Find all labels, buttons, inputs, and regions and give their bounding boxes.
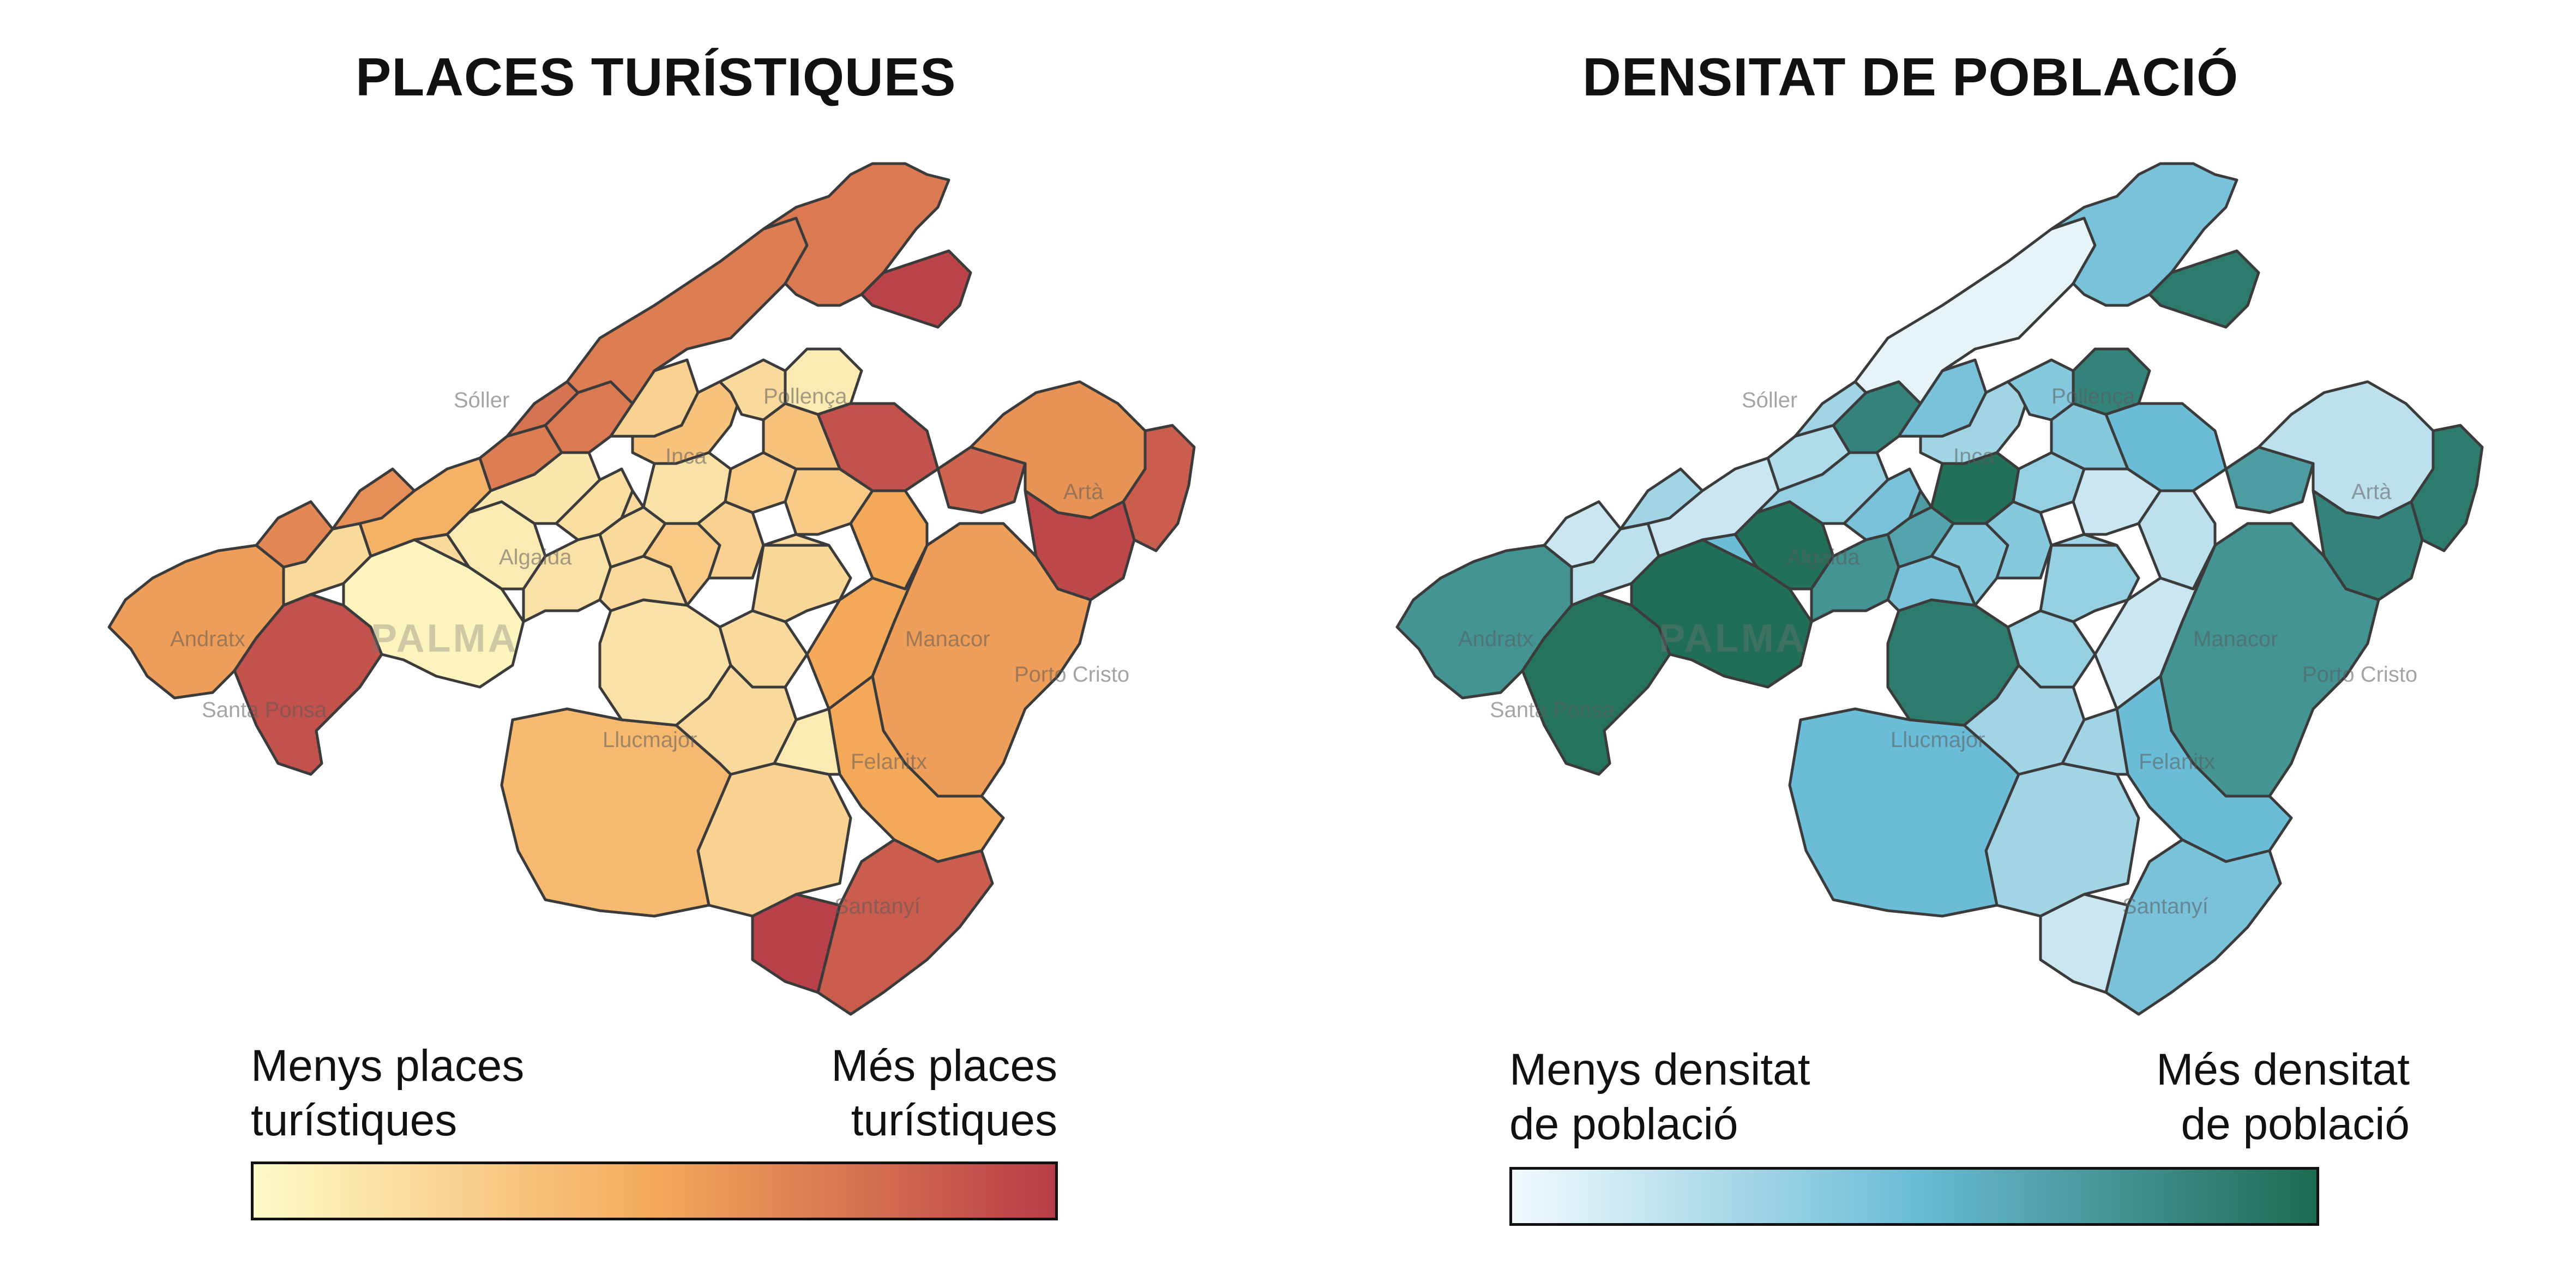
municipality-lloseta [620,489,645,520]
municipality-ariany [849,489,929,591]
map-label-palma: PALMA [1659,617,1807,660]
municipality-esporles [413,533,471,569]
map-label-andratx: Andratx [170,627,245,651]
municipality-buger [2050,402,2129,471]
map-label-arta: Artà [1063,480,1104,504]
municipality-selva [1919,380,2031,465]
map-label-santanyi: Santanyí [2122,894,2208,918]
municipality-escorca [565,216,809,405]
map-label-santa-ponsa: Santa Ponsa [1490,698,1615,722]
municipality-seslinies [2039,893,2129,994]
tourism-legend-low-label: Menys places turístiques [251,1041,525,1145]
density-choropleth-map [1395,162,2484,1016]
map-label-llucmajor: Llucmajor [1891,728,1985,752]
municipality-alcudia [2148,249,2260,329]
municipality-escorca [1853,216,2097,405]
map-label-porto-cristo: Porto Cristo [2302,663,2418,687]
municipality-santjoan [751,533,830,580]
municipality-porreres [773,707,841,776]
map-label-algaida: Algaida [1787,545,1860,569]
map-label-palma: PALMA [371,617,519,660]
municipality-santjoan [2039,533,2118,580]
density-legend-low-label: Menys densitat de població [1509,1045,1810,1149]
municipality-seslinies [751,893,841,994]
map-label-santanyi: Santanyí [834,894,920,918]
map-label-soller: Sóller [1742,388,1798,412]
municipality-pollenca [762,162,950,307]
map-label-soller: Sóller [454,388,510,412]
map-label-manacor: Manacor [2193,627,2278,651]
map-label-pollenca: Pollença [2051,384,2135,408]
map-label-porto-cristo: Porto Cristo [1014,663,1130,687]
municipality-capdepera [2410,424,2484,552]
municipality-alcudia [860,249,972,329]
map-label-llucmajor: Llucmajor [603,728,697,752]
density-legend-high-label: Més densitat de població [2156,1045,2410,1149]
municipality-selva [631,380,743,465]
municipality-vilafranca [2159,620,2184,678]
municipality-mariadelasalut [784,467,874,536]
municipality-porreres [2061,707,2129,776]
municipality-ariany [2137,489,2217,591]
tourism-panel: PLACES TURÍSTIQUES Sóller Pollença Inca … [107,47,1196,1220]
map-label-manacor: Manacor [905,627,990,651]
map-label-inca: Inca [1953,444,1995,468]
map-label-felanitx: Felanitx [851,750,928,774]
tourism-legend-high-label: Més places turístiques [831,1041,1057,1145]
density-map-title: DENSITAT DE POBLACIÓ [1582,47,2239,107]
municipality-esporles [1701,533,1759,569]
density-color-scale-bar [1509,1167,2319,1226]
municipality-vilafranca [871,620,896,678]
map-label-pollenca: Pollença [763,384,847,408]
municipality-pollenca [2050,162,2238,307]
municipality-capdepera [1122,424,1196,552]
tourism-map-title: PLACES TURÍSTIQUES [356,47,956,107]
tourism-color-scale-bar [251,1161,1058,1220]
municipality-santanyi [2104,838,2282,1016]
municipality-buger [762,402,841,471]
map-label-algaida: Algaida [499,545,572,569]
municipality-felanitx [827,675,1005,863]
tourism-choropleth-map [107,162,1196,1016]
map-label-santa-ponsa: Santa Ponsa [202,698,327,722]
density-panel: DENSITAT DE POBLACIÓ Sóller Pollença Inc… [1288,0,2576,1288]
map-label-felanitx: Felanitx [2139,750,2216,774]
map-label-andratx: Andratx [1458,627,1533,651]
map-label-arta: Artà [2351,480,2392,504]
municipality-felanitx [2115,675,2293,863]
municipality-lloseta [1908,489,1933,520]
municipality-santanyi [816,838,994,1016]
map-label-inca: Inca [665,444,707,468]
municipality-mariadelasalut [2072,467,2162,536]
